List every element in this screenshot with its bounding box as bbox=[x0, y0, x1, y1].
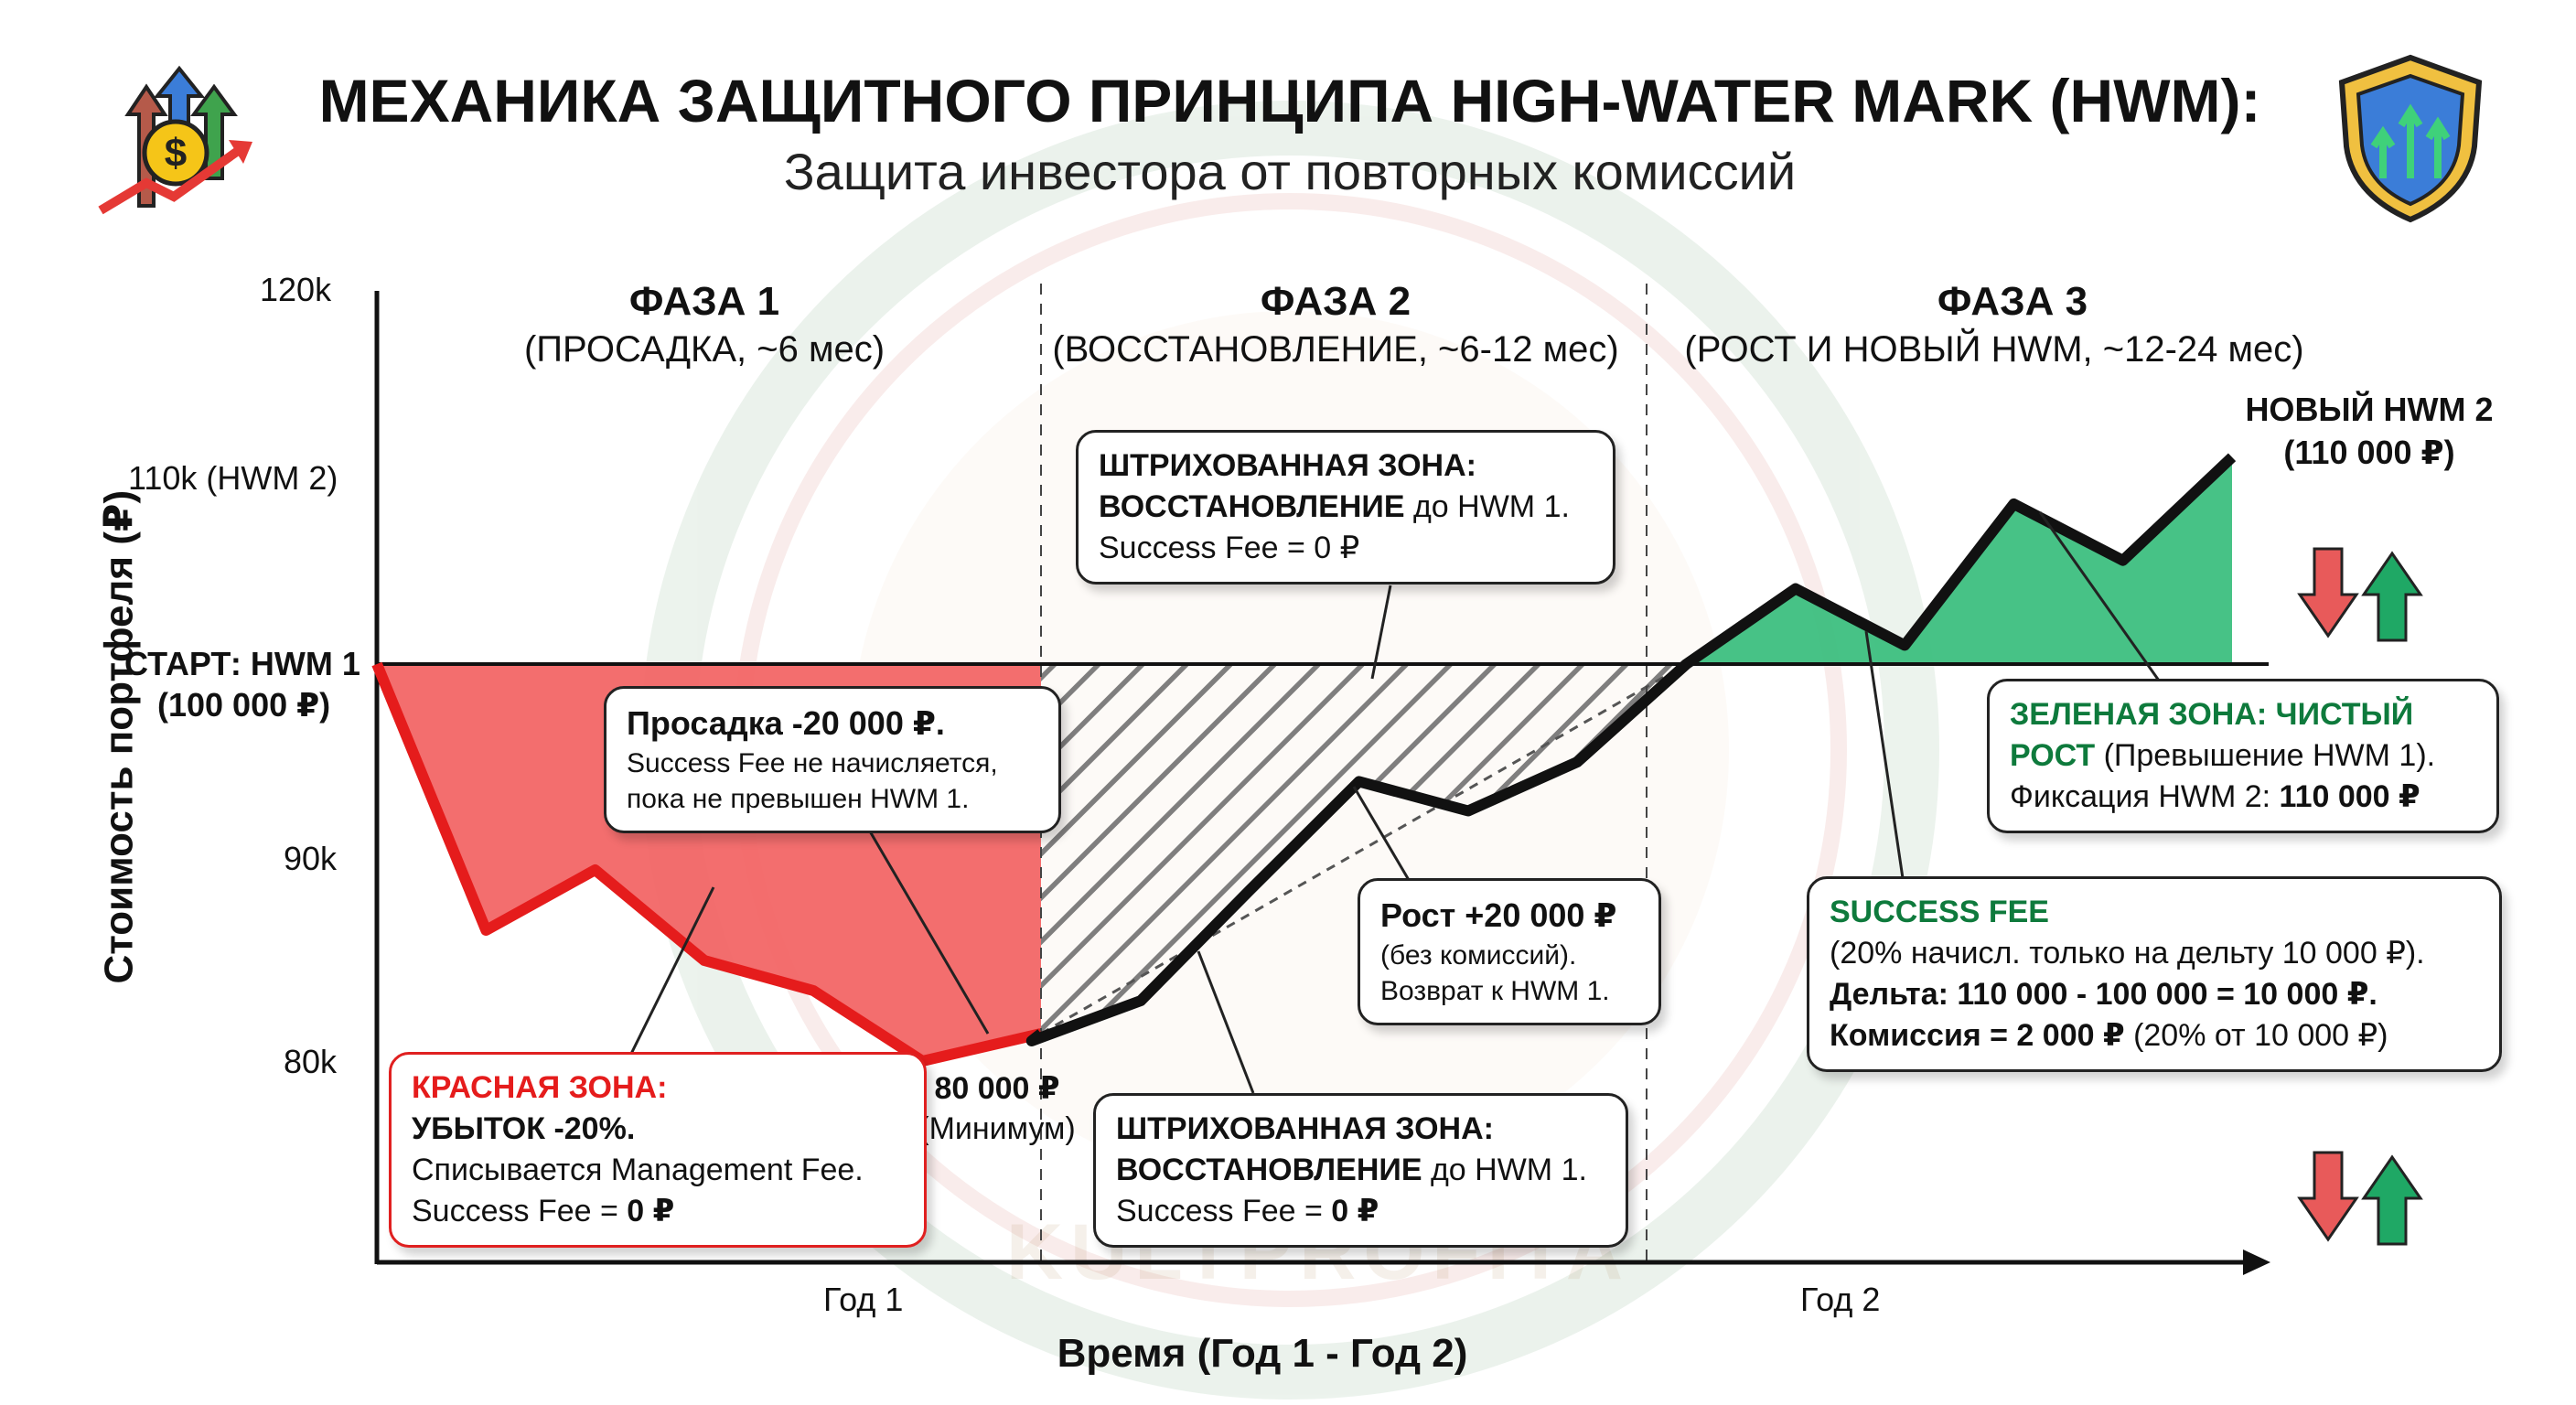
green-zone-area bbox=[1686, 456, 2232, 664]
hatched-bottom-line3-val: 0 ₽ bbox=[1331, 1193, 1379, 1228]
success-fee-callout: SUCCESS FEE (20% начисл. только на дельт… bbox=[1807, 876, 2502, 1072]
green-zone-line3-val: 110 000 ₽ bbox=[2279, 778, 2420, 814]
growth-callout: Рост +20 000 ₽ (без комиссий). Возврат к… bbox=[1358, 878, 1661, 1025]
y-tick-start-hwm1: СТАРТ: HWM 1 bbox=[124, 645, 360, 682]
minimum-caption: (Минимум) bbox=[918, 1111, 1076, 1147]
success-fee-pointer bbox=[1864, 630, 1905, 879]
red-zone-pointer bbox=[629, 886, 715, 1055]
hatched-top-line1: ШТРИХОВАННАЯ ЗОНА: bbox=[1099, 448, 1476, 483]
growth-title: Рост +20 000 ₽ bbox=[1380, 896, 1617, 934]
new-hwm2-value: (110 000 ₽) bbox=[2283, 433, 2455, 471]
drawdown-title: Просадка -20 000 ₽. bbox=[627, 704, 945, 742]
new-hwm2-title: НОВЫЙ HWM 2 bbox=[2245, 391, 2494, 428]
success-fee-line2: (20% начисл. только на дельту 10 000 ₽). bbox=[1830, 935, 2425, 971]
phase-3-title: ФАЗА 3 bbox=[1937, 279, 2088, 324]
drawdown-line3: пока не превышен HWM 1. bbox=[627, 784, 970, 815]
phase-3-subtitle: (РОСТ И НОВЫЙ HWM, ~12-24 мес) bbox=[1684, 329, 2304, 370]
portfolio-value-line bbox=[1025, 453, 2237, 1046]
page-title: МЕХАНИКА ЗАЩИТНОГО ПРИНЦИПА HIGH-WATER M… bbox=[318, 67, 2261, 134]
hatched-recovery-area bbox=[1031, 664, 1687, 1041]
red-zone-line1: КРАСНАЯ ЗОНА: bbox=[412, 1070, 668, 1105]
new-hwm2-label: НОВЫЙ HWM 2 (110 000 ₽) bbox=[2232, 389, 2506, 475]
y-tick-80k: 80k bbox=[284, 1043, 338, 1080]
red-zone-line4-val: 0 ₽ bbox=[627, 1193, 675, 1228]
hatched-top-line3: Success Fee = 0 ₽ bbox=[1099, 530, 1360, 565]
money-growth-arrows-icon: $ bbox=[98, 65, 252, 215]
green-zone-line3: Фиксация HWM 2: 110 000 ₽ bbox=[2010, 777, 2476, 818]
hatched-top-line2-rest: до HWM 1. bbox=[1404, 488, 1570, 524]
phase-2-title: ФАЗА 2 bbox=[1260, 279, 1411, 324]
drawdown-callout: Просадка -20 000 ₽. Success Fee не начис… bbox=[604, 686, 1061, 833]
success-fee-line3: Дельта: 110 000 - 100 000 = 10 000 ₽. bbox=[1830, 976, 2377, 1012]
minimum-value: 80 000 ₽ bbox=[934, 1071, 1060, 1106]
success-fee-line4: Комиссия = 2 000 ₽ (20% от 10 000 ₽) bbox=[1830, 1015, 2479, 1056]
hatched-bottom-line3-pre: Success Fee = bbox=[1116, 1193, 1332, 1228]
drawdown-pointer bbox=[858, 813, 990, 1035]
recovery-trend-dashed-line bbox=[1040, 662, 1688, 1035]
hatched-zone-bottom-callout: ШТРИХОВАННАЯ ЗОНА: ВОССТАНОВЛЕНИЕ до HWM… bbox=[1093, 1093, 1628, 1248]
hatched-zone-top-callout: ШТРИХОВАННАЯ ЗОНА: ВОССТАНОВЛЕНИЕ до HWM… bbox=[1076, 430, 1615, 585]
svg-text:$: $ bbox=[165, 131, 187, 176]
down-up-arrows-icon bbox=[2297, 547, 2423, 642]
hatched-bottom-line2-bold: ВОССТАНОВЛЕНИЕ bbox=[1116, 1152, 1422, 1187]
phase-1-subtitle: (ПРОСАДКА, ~6 мес) bbox=[523, 329, 886, 370]
growth-line3: Возврат к HWM 1. bbox=[1380, 976, 1610, 1007]
down-up-arrows-icon-bottom bbox=[2297, 1151, 2423, 1246]
shield-growth-icon bbox=[2338, 54, 2483, 223]
hatched-bottom-line2-rest: до HWM 1. bbox=[1422, 1152, 1587, 1187]
success-fee-title: SUCCESS FEE bbox=[1830, 895, 2049, 929]
x-axis-arrowhead bbox=[2243, 1249, 2270, 1275]
hatched-bottom-line3: Success Fee = 0 ₽ bbox=[1116, 1191, 1605, 1232]
red-zone-callout: КРАСНАЯ ЗОНА: УБЫТОК -20%. Списывается M… bbox=[389, 1052, 927, 1248]
phase-2-subtitle: (ВОССТАНОВЛЕНИЕ, ~6-12 мес) bbox=[1052, 329, 1619, 370]
green-zone-callout: ЗЕЛЕНАЯ ЗОНА: ЧИСТЫЙ РОСТ (Превышение HW… bbox=[1987, 679, 2499, 833]
y-axis-title: Стоимость портфеля (₽) bbox=[96, 489, 142, 984]
page-subtitle: Защита инвестора от повторных комиссий bbox=[783, 143, 1797, 200]
x-tick-year-1: Год 1 bbox=[823, 1281, 904, 1318]
x-axis-title: Время (Год 1 - Год 2) bbox=[1057, 1331, 1468, 1376]
green-zone-line3-pre: Фиксация HWM 2: bbox=[2010, 778, 2280, 814]
green-zone-line2-green: РОСТ bbox=[2010, 737, 2096, 773]
y-tick-90k: 90k bbox=[284, 840, 338, 877]
hatched-bottom-line2: ВОССТАНОВЛЕНИЕ до HWM 1. bbox=[1116, 1150, 1605, 1191]
y-tick-110k: 110k (HWM 2) bbox=[128, 459, 338, 497]
green-zone-pointer bbox=[2038, 511, 2161, 681]
x-tick-year-2: Год 2 bbox=[1800, 1281, 1881, 1318]
green-zone-line2: РОСТ (Превышение HWM 1). bbox=[2010, 735, 2476, 777]
green-zone-line1: ЗЕЛЕНАЯ ЗОНА: ЧИСТЫЙ bbox=[2010, 697, 2414, 732]
y-tick-120k: 120k bbox=[260, 271, 332, 308]
hatched-bottom-line1: ШТРИХОВАННАЯ ЗОНА: bbox=[1116, 1111, 1494, 1146]
red-zone-line2: УБЫТОК -20%. bbox=[412, 1110, 636, 1146]
success-fee-line4-bold: Комиссия = 2 000 ₽ bbox=[1830, 1017, 2125, 1053]
growth-pointer bbox=[1352, 786, 1411, 881]
hatched-top-pointer bbox=[1370, 585, 1392, 680]
red-zone-line3: Списывается Management Fee. bbox=[412, 1152, 864, 1187]
red-zone-line4-pre: Success Fee = bbox=[412, 1193, 628, 1228]
red-zone-line4: Success Fee = 0 ₽ bbox=[412, 1191, 904, 1232]
y-tick-start-value: (100 000 ₽) bbox=[157, 686, 331, 724]
green-zone-line2-rest: (Превышение HWM 1). bbox=[2095, 737, 2436, 773]
drawdown-line2: Success Fee не начисляется, bbox=[627, 747, 998, 778]
hatched-bottom-pointer bbox=[1197, 950, 1255, 1094]
success-fee-line4-rest: (20% от 10 000 ₽) bbox=[2124, 1017, 2388, 1053]
hatched-top-line2: ВОССТАНОВЛЕНИЕ до HWM 1. bbox=[1099, 487, 1593, 528]
growth-line2: (без комиссий). bbox=[1380, 939, 1577, 971]
minimum-label: 80 000 ₽ (Минимум) bbox=[901, 1068, 1093, 1149]
phase-1-title: ФАЗА 1 bbox=[628, 279, 780, 324]
hatched-top-line2-bold: ВОССТАНОВЛЕНИЕ bbox=[1099, 488, 1405, 524]
